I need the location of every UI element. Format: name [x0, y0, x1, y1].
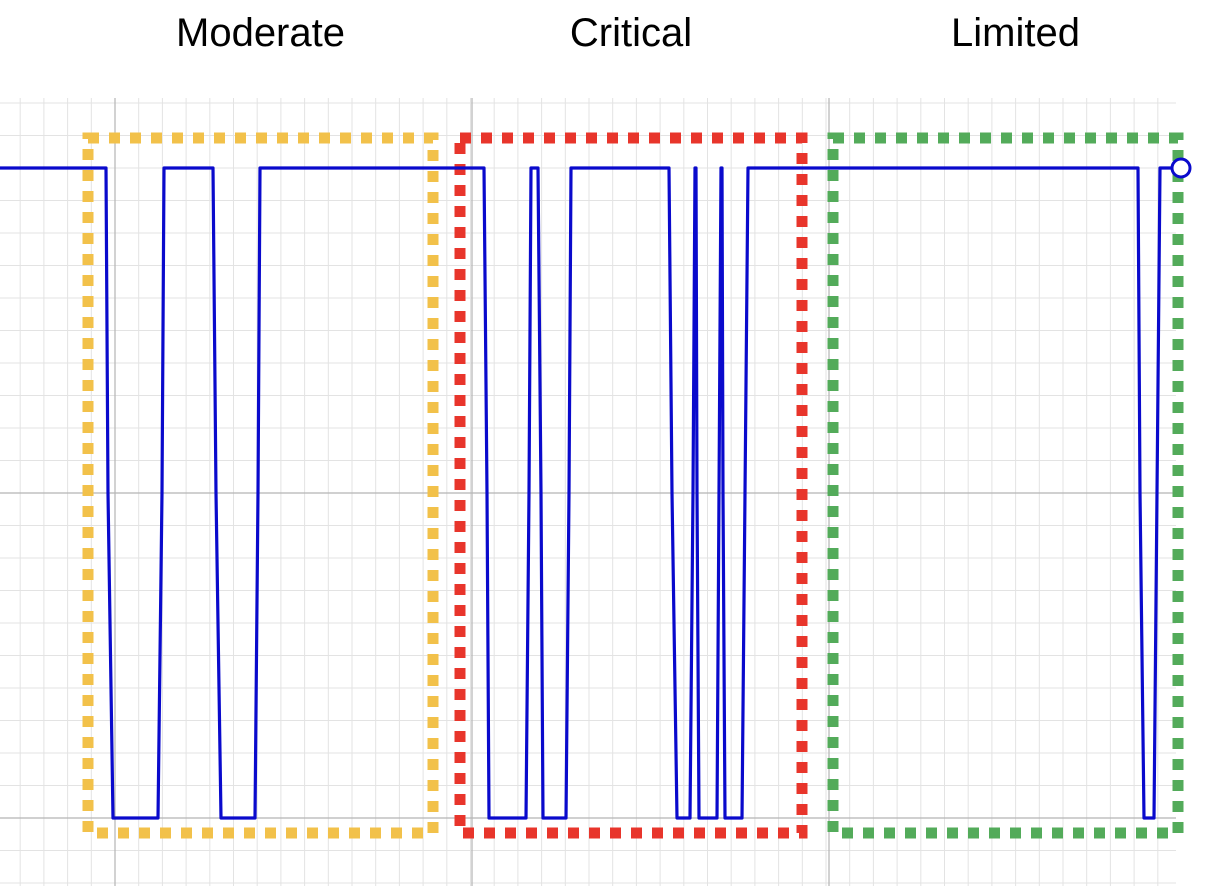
region-title-limited: Limited	[951, 11, 1080, 55]
series-line-0	[0, 166, 1175, 820]
series-group	[0, 157, 1192, 820]
region-box-critical	[454, 132, 808, 839]
region-box-limited	[827, 132, 1184, 839]
series-end-marker	[1170, 157, 1192, 179]
region-titles: Moderate Critical Limited	[176, 11, 1080, 55]
grid	[0, 98, 1176, 886]
region-title-moderate: Moderate	[176, 11, 345, 55]
region-title-critical: Critical	[570, 11, 692, 55]
regions	[82, 132, 1184, 839]
region-box-moderate	[82, 132, 439, 839]
